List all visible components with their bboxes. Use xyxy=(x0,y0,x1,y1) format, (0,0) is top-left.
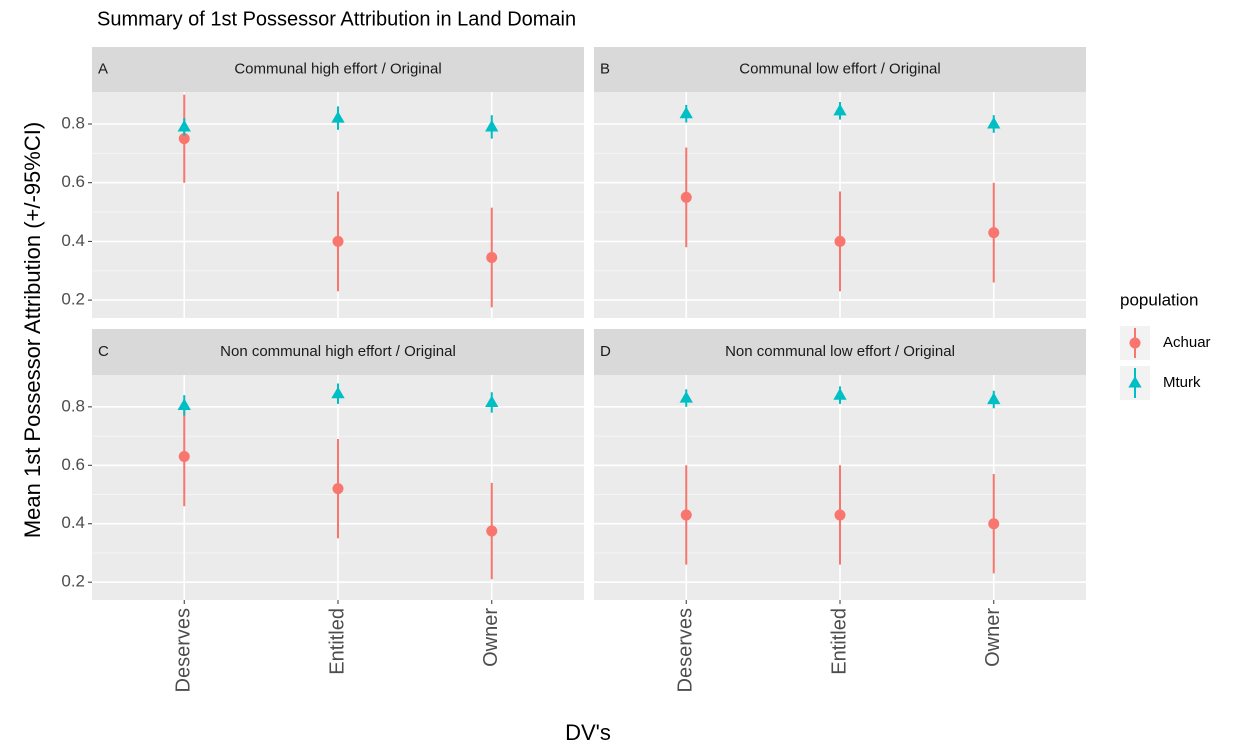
y-tick-label: 0.6 xyxy=(61,455,85,474)
point xyxy=(486,252,498,264)
panel-tag: C xyxy=(98,343,109,360)
y-tick-label: 0.6 xyxy=(61,172,85,191)
x-axis-label: DV's xyxy=(565,720,611,745)
x-tick-label: Deserves xyxy=(675,608,697,692)
point xyxy=(833,103,847,116)
y-tick-label: 0.8 xyxy=(61,113,85,132)
point xyxy=(680,509,692,521)
point xyxy=(331,111,345,123)
x-tick-label: Entitled xyxy=(828,608,850,675)
legend-label: Mturk xyxy=(1163,374,1201,391)
point xyxy=(988,518,1000,530)
x-tick-label: Deserves xyxy=(173,608,195,692)
point xyxy=(679,106,693,119)
panel-title: Communal low effort / Original xyxy=(739,60,940,77)
panel-title: Non communal high effort / Original xyxy=(220,343,456,360)
point xyxy=(177,119,191,132)
point xyxy=(834,509,846,521)
point xyxy=(331,386,345,399)
point xyxy=(679,391,693,403)
point xyxy=(486,525,498,537)
point xyxy=(987,116,1001,129)
point xyxy=(332,483,344,495)
strip xyxy=(594,329,1086,375)
point xyxy=(177,398,191,410)
x-tick-label: Owner xyxy=(982,608,1004,667)
point xyxy=(987,392,1001,405)
panel-tag: D xyxy=(600,343,611,360)
y-tick-label: 0.8 xyxy=(61,396,85,415)
y-axis-label: Mean 1st Possessor Attribution (+/-95%CI… xyxy=(20,122,45,538)
point xyxy=(485,119,499,132)
panel-tag: B xyxy=(600,60,610,77)
strip xyxy=(594,47,1086,92)
point xyxy=(178,133,190,145)
legend-label: Achuar xyxy=(1163,334,1211,351)
point xyxy=(833,388,847,400)
legend-symbol xyxy=(1128,376,1142,388)
point xyxy=(178,451,190,463)
point xyxy=(834,235,846,247)
point xyxy=(988,227,1000,239)
legend-title: population xyxy=(1120,290,1198,309)
x-tick-label: Owner xyxy=(480,608,502,667)
y-tick-label: 0.4 xyxy=(61,231,85,250)
strip xyxy=(92,47,584,92)
y-tick-label: 0.4 xyxy=(61,513,85,532)
point xyxy=(332,235,344,247)
y-tick-label: 0.2 xyxy=(61,572,85,591)
panel-tag: A xyxy=(98,60,108,77)
point xyxy=(680,191,692,203)
chart-title: Summary of 1st Possessor Attribution in … xyxy=(97,8,576,30)
panel-title: Non communal low effort / Original xyxy=(725,343,955,360)
x-tick-label: Entitled xyxy=(326,608,348,675)
point xyxy=(485,395,499,408)
strip xyxy=(92,329,584,375)
y-tick-label: 0.2 xyxy=(61,290,85,309)
panel-title: Communal high effort / Original xyxy=(234,60,441,77)
legend-symbol xyxy=(1129,337,1141,349)
